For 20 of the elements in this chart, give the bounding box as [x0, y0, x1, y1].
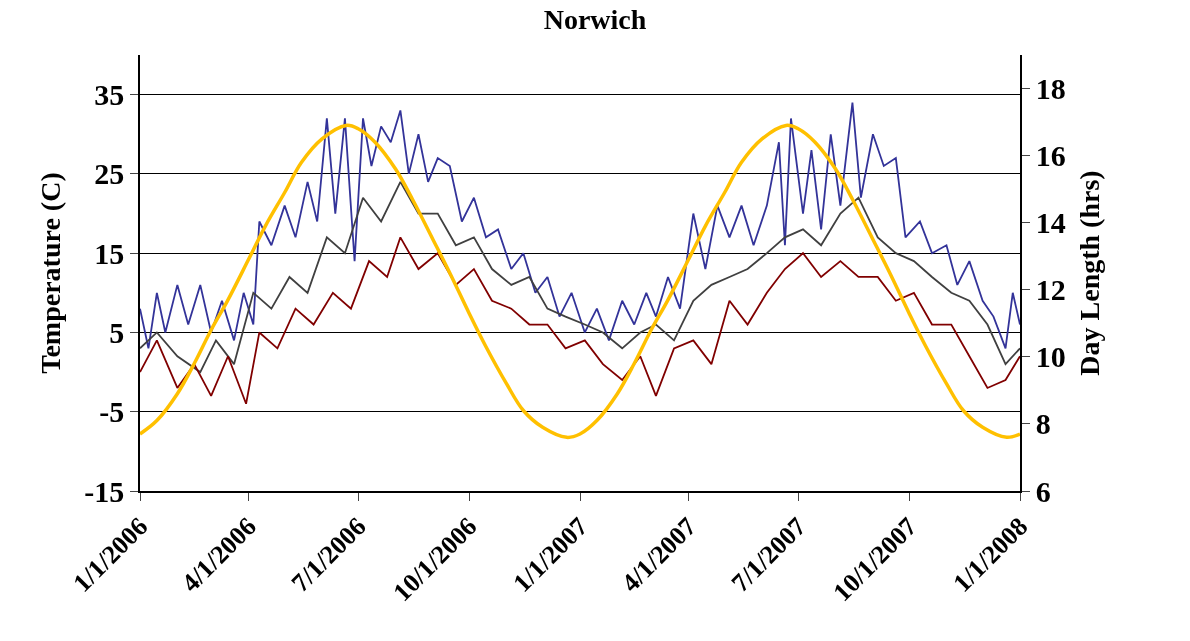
y-tick-label: 15 — [94, 236, 125, 270]
y2-tick-label: 12 — [1035, 273, 1066, 307]
y2-tick-label: 18 — [1035, 72, 1066, 106]
y2-tick-label: 6 — [1035, 474, 1051, 508]
chart-title: Norwich — [543, 4, 647, 36]
y-tick-label: 25 — [94, 157, 125, 191]
y2-tick-label: 16 — [1035, 139, 1066, 173]
y-tick-label: 35 — [94, 78, 125, 112]
y-tick-label: 5 — [109, 315, 125, 349]
y-tick-label: -5 — [99, 395, 125, 429]
y-axis-title: Temperature (C) — [35, 172, 67, 374]
y-tick-label: -15 — [84, 474, 125, 508]
y2-tick-label: 8 — [1035, 407, 1051, 441]
line-series — [140, 123, 1020, 440]
y2-tick-label: 10 — [1035, 340, 1066, 374]
y2-axis-title: Day Length (hrs) — [1074, 170, 1106, 376]
line-series — [140, 101, 1020, 350]
y2-tick-label: 14 — [1035, 206, 1066, 240]
line-series — [140, 180, 1020, 373]
line-series — [140, 236, 1020, 405]
